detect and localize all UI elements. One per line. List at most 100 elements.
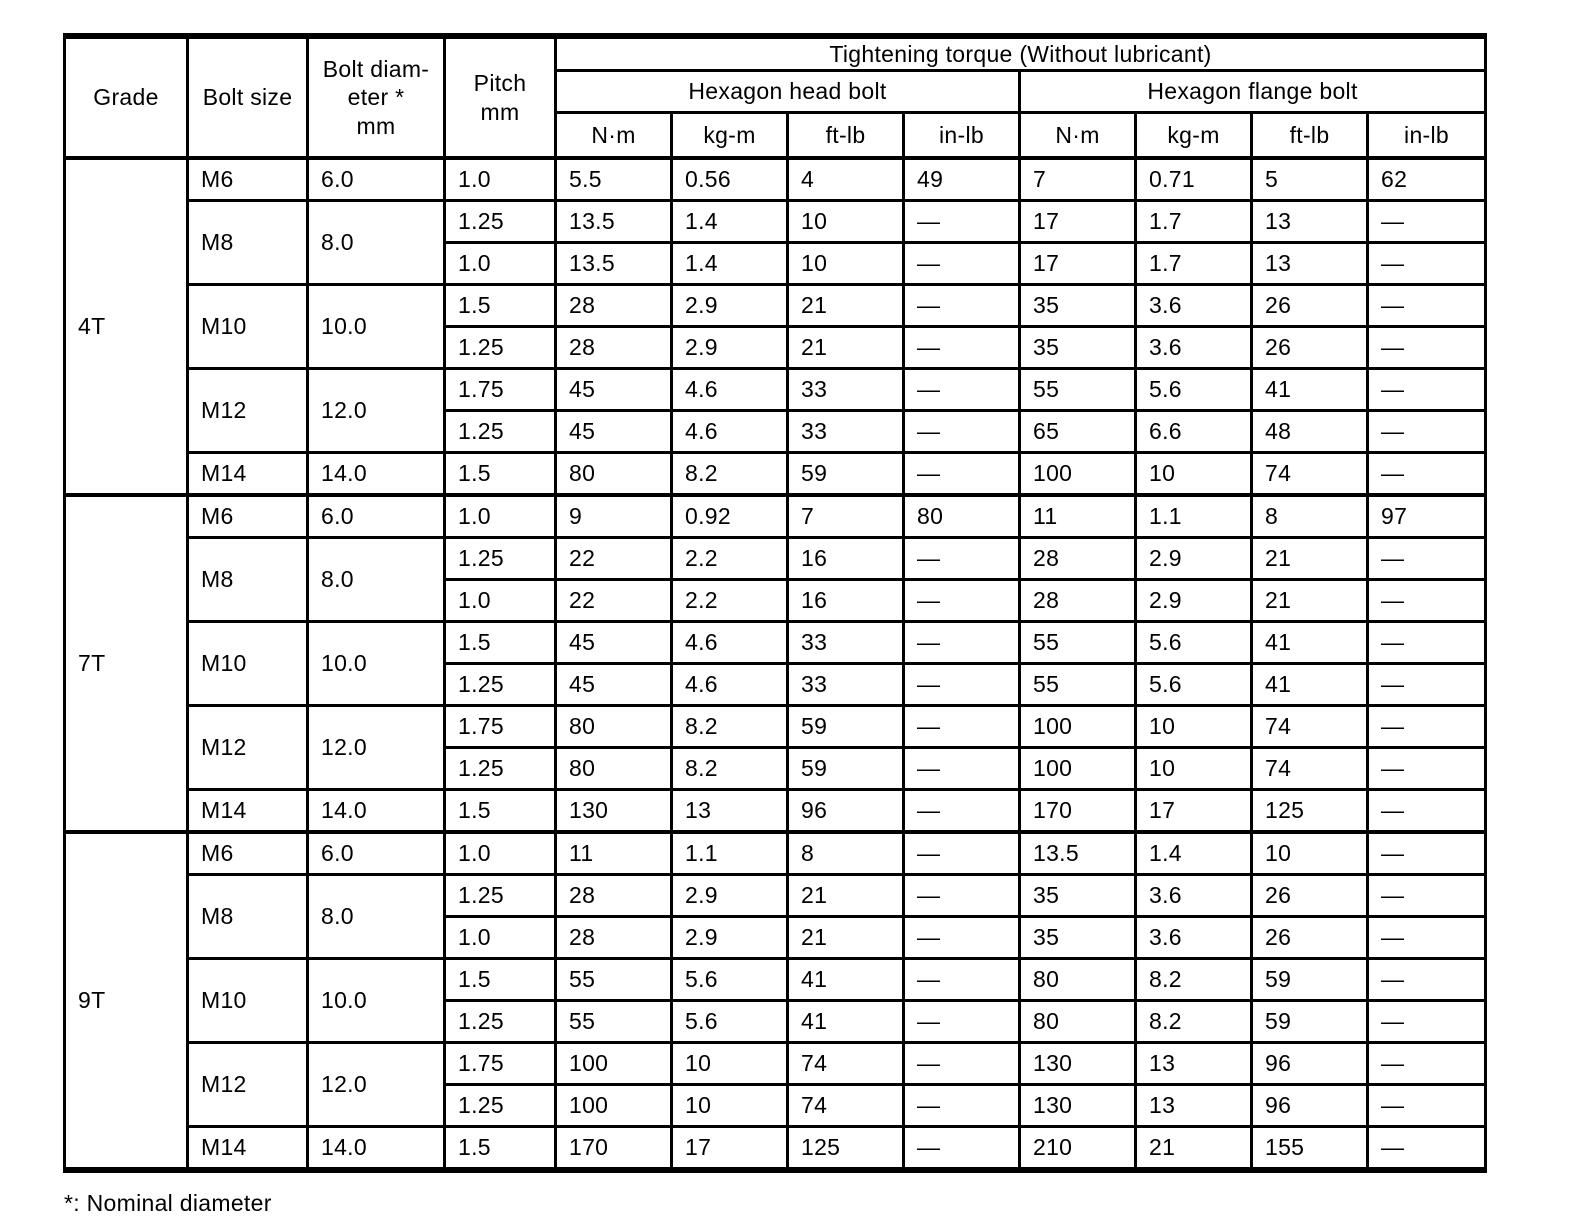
- torque-value-cell-head-nm: 80: [554, 451, 673, 497]
- torque-value-cell-head-inlb: —: [902, 1083, 1021, 1128]
- pitch-cell: 1.5: [443, 451, 557, 497]
- torque-value-cell-flange-inlb: 97: [1365, 493, 1488, 539]
- table-row: M12 12.0 1.75 45 4.6 33—55 5.6 41—: [65, 367, 1488, 454]
- header-unit-flange-kgm: kg-m: [1134, 111, 1253, 160]
- header-pitch: Pitch mm: [443, 34, 557, 160]
- torque-value-cell-flange-nm: 35: [1018, 325, 1137, 370]
- torque-value-cell-flange-ftlb: 59: [1250, 957, 1369, 1002]
- torque-value-cell-flange-nm: 28: [1018, 536, 1137, 581]
- torque-value-cell-flange-ftlb: 59: [1250, 999, 1369, 1044]
- torque-value-cell-head-kgm: 10: [670, 1041, 789, 1086]
- torque-value-cell-head-kgm: 2.9: [670, 873, 789, 918]
- torque-value-cell-head-kgm: 0.56: [670, 156, 789, 202]
- bolt-size-cell: M14: [186, 788, 309, 834]
- bolt-size-cell: M14: [186, 451, 309, 497]
- pitch-cell: 1.75: [443, 704, 557, 749]
- torque-value-cell-flange-ftlb: 74: [1250, 704, 1369, 749]
- torque-value-cell-flange-nm: 130: [1018, 1083, 1137, 1128]
- table-row: 1.25 28 2.9 21—35 3.6 26—: [65, 325, 1488, 370]
- torque-value-cell-head-nm: 22: [554, 578, 673, 623]
- header-unit-head-ftlb: ft-lb: [786, 111, 905, 160]
- torque-value-cell-flange-ftlb: 74: [1250, 451, 1369, 497]
- bolt-diameter-cell: 10.0: [306, 957, 446, 1044]
- table-row: 4T M6 6.0 1.0 5.5 0.56 4 49 7 0.71 5 62: [63, 156, 1488, 497]
- header-hexagon-head-bolt: Hexagon head bolt: [554, 69, 1021, 114]
- torque-value-cell-head-nm: 130: [554, 788, 673, 834]
- torque-value-cell-flange-kgm: 21: [1134, 1125, 1253, 1172]
- torque-value-cell-head-kgm: 4.6: [670, 620, 789, 665]
- torque-value-cell-head-ftlb: 16: [786, 578, 905, 623]
- torque-value-cell-head-nm: 28: [554, 283, 673, 328]
- torque-value-cell-flange-nm: 28: [1018, 578, 1137, 623]
- torque-value-cell-flange-nm: 80: [1018, 957, 1137, 1002]
- torque-value-cell-flange-kgm: 13: [1134, 1083, 1253, 1128]
- torque-value-cell-head-ftlb: 74: [786, 1083, 905, 1128]
- torque-value-cell-flange-nm: 65: [1018, 409, 1137, 454]
- torque-value-cell-flange-kgm: 13: [1134, 1041, 1253, 1086]
- header-unit-flange-ftlb: ft-lb: [1250, 111, 1369, 160]
- torque-value-cell-head-ftlb: 8: [786, 830, 905, 876]
- torque-value-cell-flange-inlb: —: [1365, 1083, 1488, 1128]
- torque-value-cell-flange-kgm: 5.6: [1134, 620, 1253, 665]
- footnote: *: Nominal diameter: [64, 1190, 272, 1216]
- torque-value-cell-head-ftlb: 41: [786, 957, 905, 1002]
- pitch-cell: 1.25: [443, 409, 557, 454]
- header-bolt-diameter-line3: mm: [356, 112, 396, 139]
- torque-value-cell-flange-kgm: 1.4: [1134, 830, 1253, 876]
- header-bolt-diameter: Bolt diam- eter * mm: [306, 34, 446, 160]
- torque-value-cell-flange-nm: 17: [1018, 199, 1137, 244]
- header-bolt-diameter-line1: Bolt diam-: [322, 56, 430, 83]
- header-unit-head-nm: N·m: [554, 111, 673, 160]
- torque-value-cell-flange-ftlb: 96: [1250, 1041, 1369, 1086]
- table-row: M8 8.0 1.25 22 2.2 16—28 2.9 21—: [65, 536, 1488, 623]
- header-hexagon-flange-bolt: Hexagon flange bolt: [1017, 69, 1488, 114]
- table-row: M14 14.0 1.5 130 13 96—170 17 125—: [65, 788, 1488, 834]
- bolt-size-cell: M10: [186, 957, 309, 1044]
- torque-value-cell-flange-inlb: —: [1365, 283, 1488, 328]
- torque-value-cell-head-nm: 13.5: [554, 241, 673, 286]
- torque-value-cell-flange-ftlb: 8: [1250, 493, 1369, 539]
- torque-value-cell-head-kgm: 5.6: [670, 999, 789, 1044]
- torque-value-cell-flange-kgm: 0.71: [1134, 156, 1253, 202]
- torque-value-cell-flange-kgm: 3.6: [1134, 915, 1253, 960]
- header-bolt-diameter-line2: eter *: [347, 84, 405, 111]
- torque-value-cell-head-inlb: —: [902, 704, 1021, 749]
- bolt-size-cell: M12: [186, 704, 309, 791]
- bolt-size-cell: M8: [186, 199, 309, 286]
- torque-value-cell-flange-kgm: 17: [1134, 788, 1253, 834]
- torque-value-cell-flange-kgm: 2.9: [1134, 536, 1253, 581]
- torque-value-cell-head-ftlb: 21: [786, 873, 905, 918]
- torque-value-cell-head-ftlb: 10: [786, 199, 905, 244]
- table-row: 1.0 13.5 1.4 10—17 1.7 13—: [65, 241, 1488, 286]
- header-unit-head-inlb: in-lb: [902, 111, 1021, 160]
- torque-value-cell-flange-kgm: 5.6: [1134, 367, 1253, 412]
- torque-value-cell-flange-nm: 55: [1018, 620, 1137, 665]
- torque-value-cell-flange-ftlb: 10: [1250, 830, 1369, 876]
- torque-value-cell-flange-ftlb: 48: [1250, 409, 1369, 454]
- torque-value-cell-head-kgm: 2.2: [670, 578, 789, 623]
- torque-value-cell-head-ftlb: 33: [786, 620, 905, 665]
- torque-value-cell-head-inlb: —: [902, 957, 1021, 1002]
- torque-value-cell-head-inlb: —: [902, 788, 1021, 834]
- torque-value-cell-head-inlb: —: [902, 662, 1021, 707]
- pitch-cell: 1.5: [443, 620, 557, 665]
- bolt-diameter-cell: 12.0: [306, 1041, 446, 1128]
- torque-value-cell-flange-kgm: 10: [1134, 704, 1253, 749]
- torque-value-cell-flange-inlb: —: [1365, 367, 1488, 412]
- torque-value-cell-flange-ftlb: 5: [1250, 156, 1369, 202]
- header-pitch-line1: Pitch: [473, 70, 527, 97]
- bolt-diameter-cell: 6.0: [306, 156, 446, 202]
- table-row: 7T M6 6.0 1.0 9 0.92 7 80 11 1.1 8 97: [63, 493, 1488, 834]
- torque-value-cell-flange-inlb: —: [1365, 704, 1488, 749]
- table-row: M14 14.0 1.5 170 17 125—210 21 155—: [65, 1125, 1488, 1172]
- pitch-cell: 1.5: [443, 788, 557, 834]
- torque-value-cell-head-nm: 28: [554, 873, 673, 918]
- torque-value-cell-flange-ftlb: 13: [1250, 199, 1369, 244]
- torque-value-cell-head-inlb: —: [902, 1125, 1021, 1172]
- torque-value-cell-flange-ftlb: 41: [1250, 367, 1369, 412]
- bolt-diameter-cell: 14.0: [306, 788, 446, 834]
- torque-value-cell-head-nm: 28: [554, 325, 673, 370]
- torque-value-cell-flange-kgm: 1.7: [1134, 199, 1253, 244]
- torque-value-cell-head-inlb: 49: [902, 156, 1021, 202]
